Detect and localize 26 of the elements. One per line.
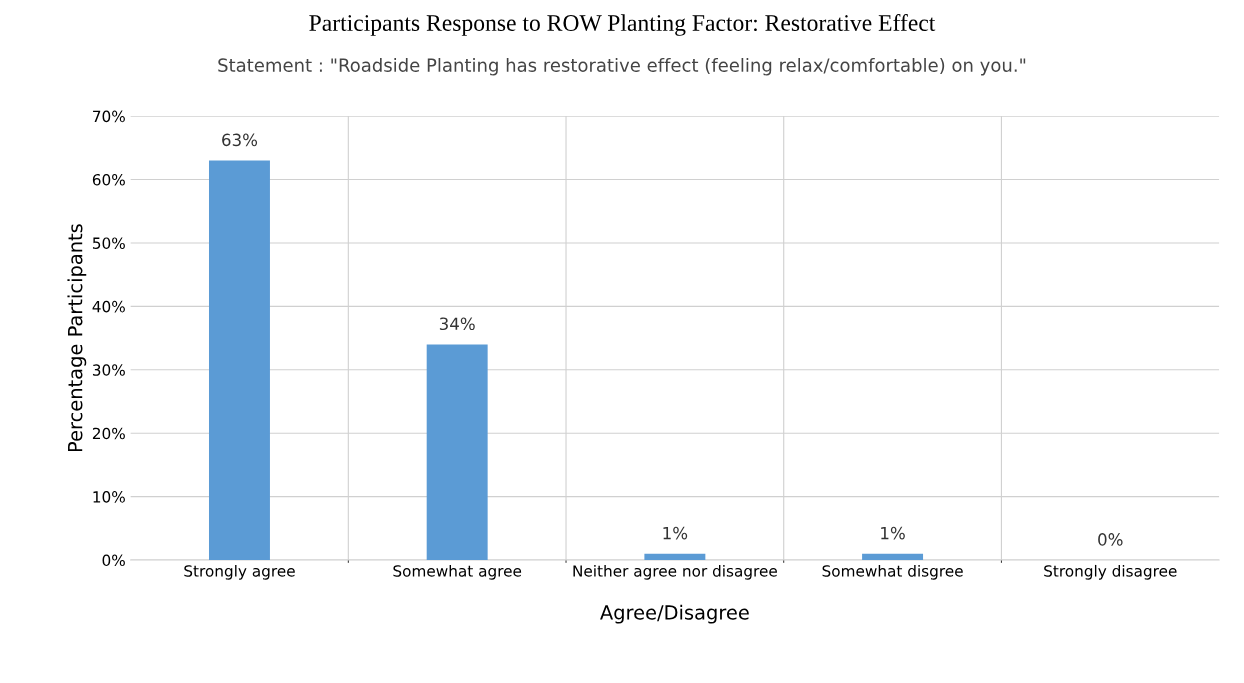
data-label: 0% <box>1098 533 1123 546</box>
y-tick-label: 70% <box>93 110 125 123</box>
x-tick-label: Somewhat agree <box>393 564 522 580</box>
x-tick-label: Somewhat disgree <box>822 564 963 580</box>
x-tick-label: Neither agree nor disagree <box>573 564 777 580</box>
y-tick-label: 60% <box>92 174 125 186</box>
y-tick-label: 50% <box>92 237 125 249</box>
y-tick-label: 40% <box>92 300 125 313</box>
x-axis-title: Agree/Disagree <box>600 604 749 624</box>
x-tick-label: Strongly agree <box>184 564 295 580</box>
y-tick-label: 0% <box>102 554 125 567</box>
y-tick-label: 20% <box>92 427 125 440</box>
bar <box>426 344 488 561</box>
data-label: 1% <box>663 526 688 540</box>
data-label: 1% <box>881 526 905 540</box>
chart-title: Participants Response to ROW Planting Factor: Restorative Effect <box>309 14 936 36</box>
data-label: 34% <box>439 317 475 331</box>
y-tick-label: 30% <box>92 364 125 376</box>
data-label: 63% <box>222 133 258 147</box>
chart-subtitle: Statement : "Roadside Planting has restorative effect (feeling relax/comfortable) on you." <box>218 58 1026 76</box>
x-tick-label: Strongly disagree <box>1044 564 1177 580</box>
bar <box>208 160 270 561</box>
y-tick-label: 10% <box>93 491 125 503</box>
bar <box>644 553 706 561</box>
y-axis-title: Percentage Participants <box>67 224 87 452</box>
bar <box>862 553 924 561</box>
